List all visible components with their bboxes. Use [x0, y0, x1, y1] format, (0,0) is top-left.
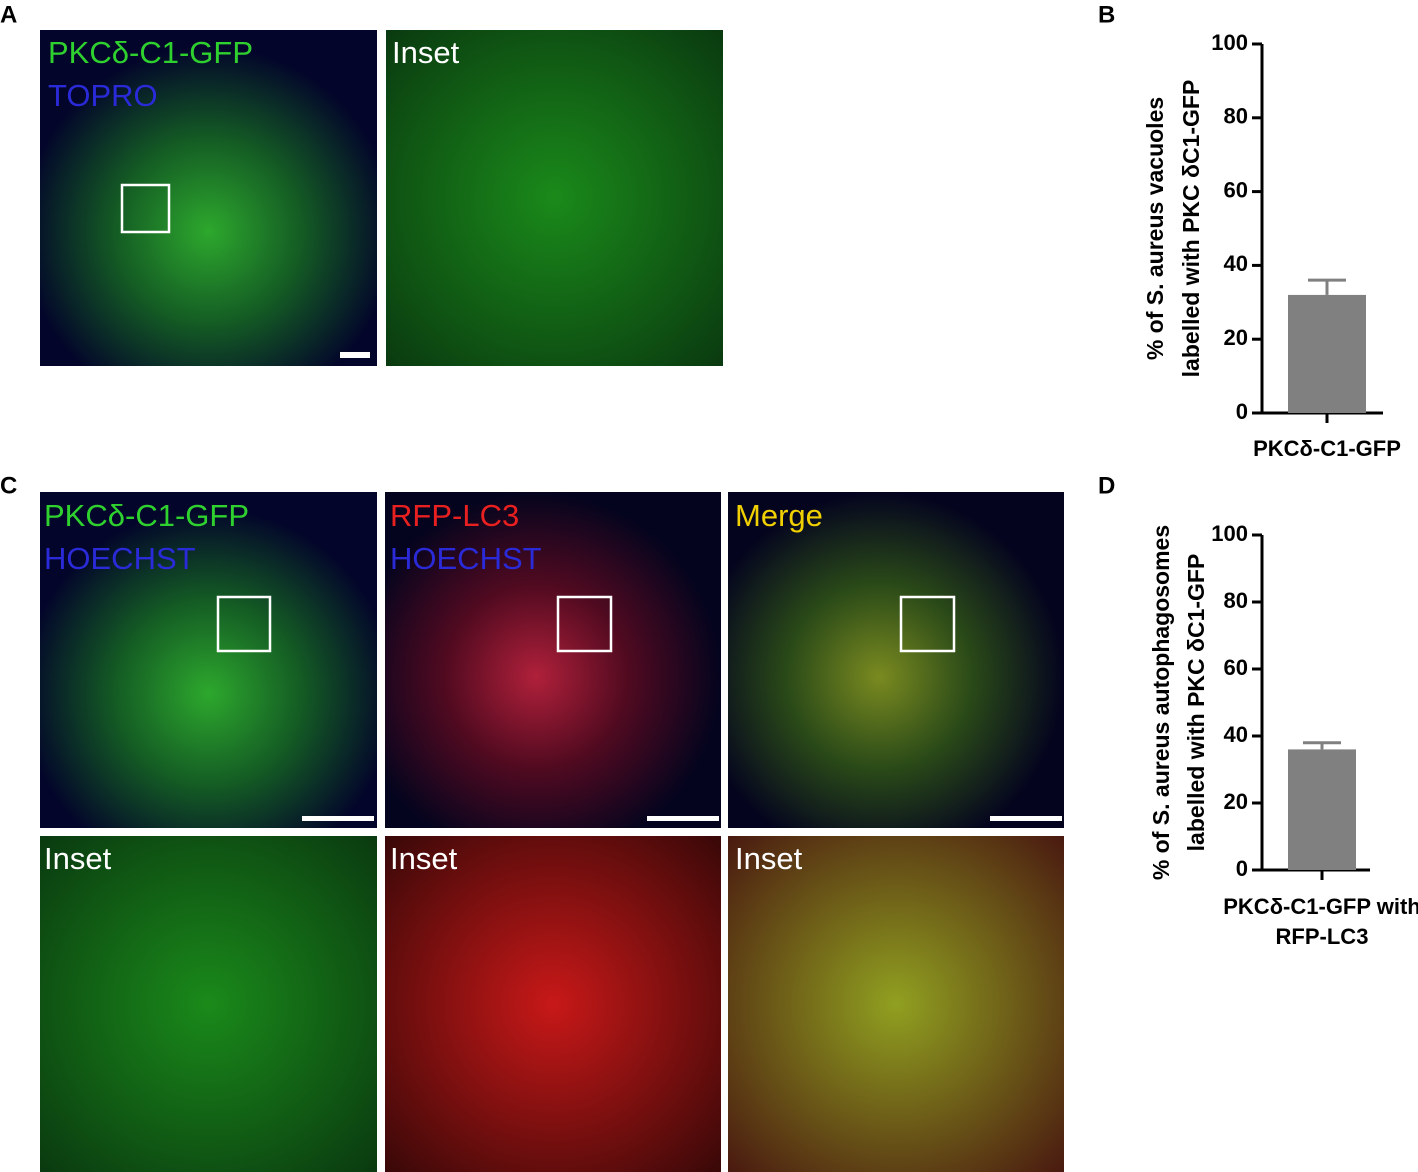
micrograph [40, 836, 377, 1172]
y-axis-label: labelled with PKC δC1-GFP [1178, 80, 1204, 378]
y-tick-label: 80 [1224, 104, 1248, 129]
inset-box [556, 595, 613, 653]
panel-letter: B [1098, 1, 1115, 28]
y-tick-label: 60 [1224, 655, 1248, 680]
micrograph [385, 492, 721, 828]
micrograph [728, 492, 1064, 828]
image-label: HOECHST [390, 541, 542, 576]
image-label: Merge [735, 498, 823, 533]
image-label: RFP-LC3 [390, 498, 519, 533]
panel-letter: C [0, 472, 17, 499]
scale-bar [340, 352, 370, 358]
bar [1288, 294, 1366, 413]
scale-bar [302, 816, 374, 821]
y-axis-label: % of S. aureus vacuoles [1142, 97, 1168, 360]
y-tick-label: 80 [1224, 588, 1248, 613]
x-tick-label: PKCδ-C1-GFP [1253, 436, 1401, 461]
image-label: TOPRO [48, 78, 158, 113]
x-tick-label: PKCδ-C1-GFP with RFP-LC3 [1223, 894, 1418, 949]
y-tick-label: 100 [1211, 521, 1248, 546]
image-label: Inset [390, 841, 458, 876]
inset-box [899, 595, 956, 653]
image-label: Inset [44, 841, 112, 876]
y-axis-label: labelled with PKC δC1-GFP [1183, 554, 1209, 852]
micrograph [728, 836, 1064, 1172]
panel-letter: A [0, 1, 17, 28]
y-tick-label: 0 [1236, 399, 1248, 424]
panel-letter: D [1098, 472, 1115, 499]
image-label: Inset [735, 841, 803, 876]
y-tick-label: 40 [1224, 251, 1248, 276]
y-tick-label: 40 [1224, 722, 1248, 747]
y-tick-label: 0 [1236, 856, 1248, 881]
scale-bar [647, 816, 719, 821]
image-label: PKCδ-C1-GFP [44, 498, 249, 533]
bar [1288, 749, 1356, 870]
micrograph [40, 492, 377, 828]
micrograph [386, 30, 723, 366]
scale-bar [990, 816, 1062, 821]
y-tick-label: 100 [1211, 30, 1248, 55]
micrograph [385, 836, 721, 1172]
y-axis-label: % of S. aureus autophagosomes [1148, 525, 1174, 880]
y-tick-label: 20 [1224, 325, 1248, 350]
image-label: HOECHST [44, 541, 196, 576]
inset-box [216, 595, 272, 653]
inset-box [120, 183, 171, 234]
image-label: Inset [392, 35, 460, 70]
y-tick-label: 60 [1224, 177, 1248, 202]
micrograph [40, 30, 377, 366]
y-tick-label: 20 [1224, 789, 1248, 814]
image-label: PKCδ-C1-GFP [48, 35, 253, 70]
